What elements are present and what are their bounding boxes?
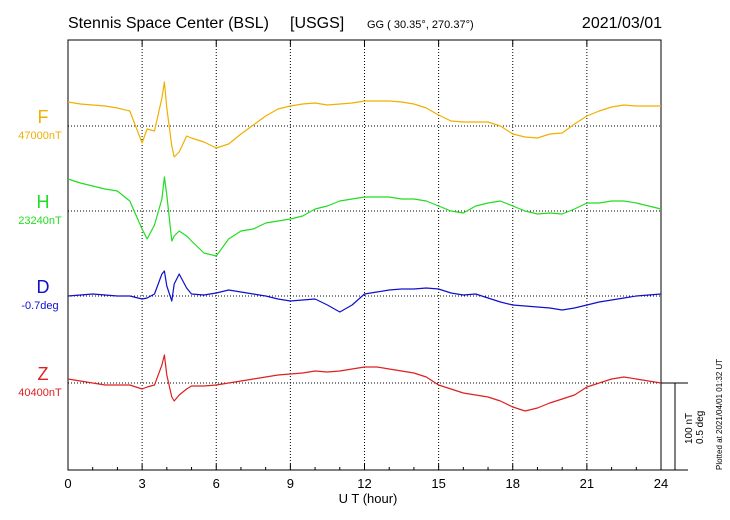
series-labels: F 47000nT H 23240nT D -0.7deg Z 40400nT [18,107,62,399]
series-line-z [67,354,662,412]
series-baseline-label-f: 47000nT [18,130,62,142]
x-axis-label: U T (hour) [339,491,398,506]
x-tick-label-3: 3 [139,476,146,491]
x-tick-label-6: 6 [213,476,220,491]
date-label: 2021/03/01 [582,15,662,32]
scale-bar: 100 nT 0.5 deg [661,382,706,471]
x-tick-label-9: 9 [287,476,294,491]
coords-label: GG ( 30.35°, 270.37°) [367,19,474,31]
grid [141,40,588,470]
series-line-d [67,270,662,313]
series-baseline-label-z: 40400nT [18,387,62,399]
series-lines [67,81,662,412]
x-tick-label-12: 12 [357,476,371,491]
series-baseline-label-d: -0.7deg [21,300,58,312]
agency-label: [USGS] [290,15,344,32]
series-baselines [68,125,661,384]
plot-frame [67,39,662,471]
x-tick-label-18: 18 [506,476,520,491]
x-tick-label-24: 24 [654,476,668,491]
series-name-z: Z [38,364,49,384]
series-name-d: D [37,277,50,297]
series-baseline-label-h: 23240nT [18,215,62,227]
x-tick-label-21: 21 [580,476,594,491]
station-title: Stennis Space Center (BSL) [68,15,269,32]
scale-bar-deg-label: 0.5 deg [695,411,706,444]
plotted-at-note: Plotted at 2021/04/01 01:32 UT [715,359,724,470]
series-line-f [67,81,661,158]
series-name-h: H [37,192,50,212]
x-tick-label-15: 15 [431,476,445,491]
scale-bar-nt-label: 100 nT [684,413,695,444]
x-axis-ticks: 0 3 6 9 12 15 18 21 24 [64,40,668,491]
series-name-f: F [38,107,49,127]
x-tick-label-0: 0 [64,476,71,491]
series-line-h [67,176,662,257]
